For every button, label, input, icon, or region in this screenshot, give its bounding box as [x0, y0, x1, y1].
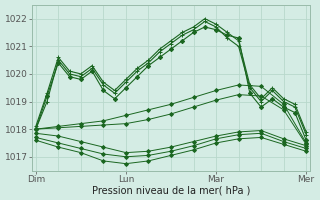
X-axis label: Pression niveau de la mer( hPa ): Pression niveau de la mer( hPa )	[92, 185, 250, 195]
